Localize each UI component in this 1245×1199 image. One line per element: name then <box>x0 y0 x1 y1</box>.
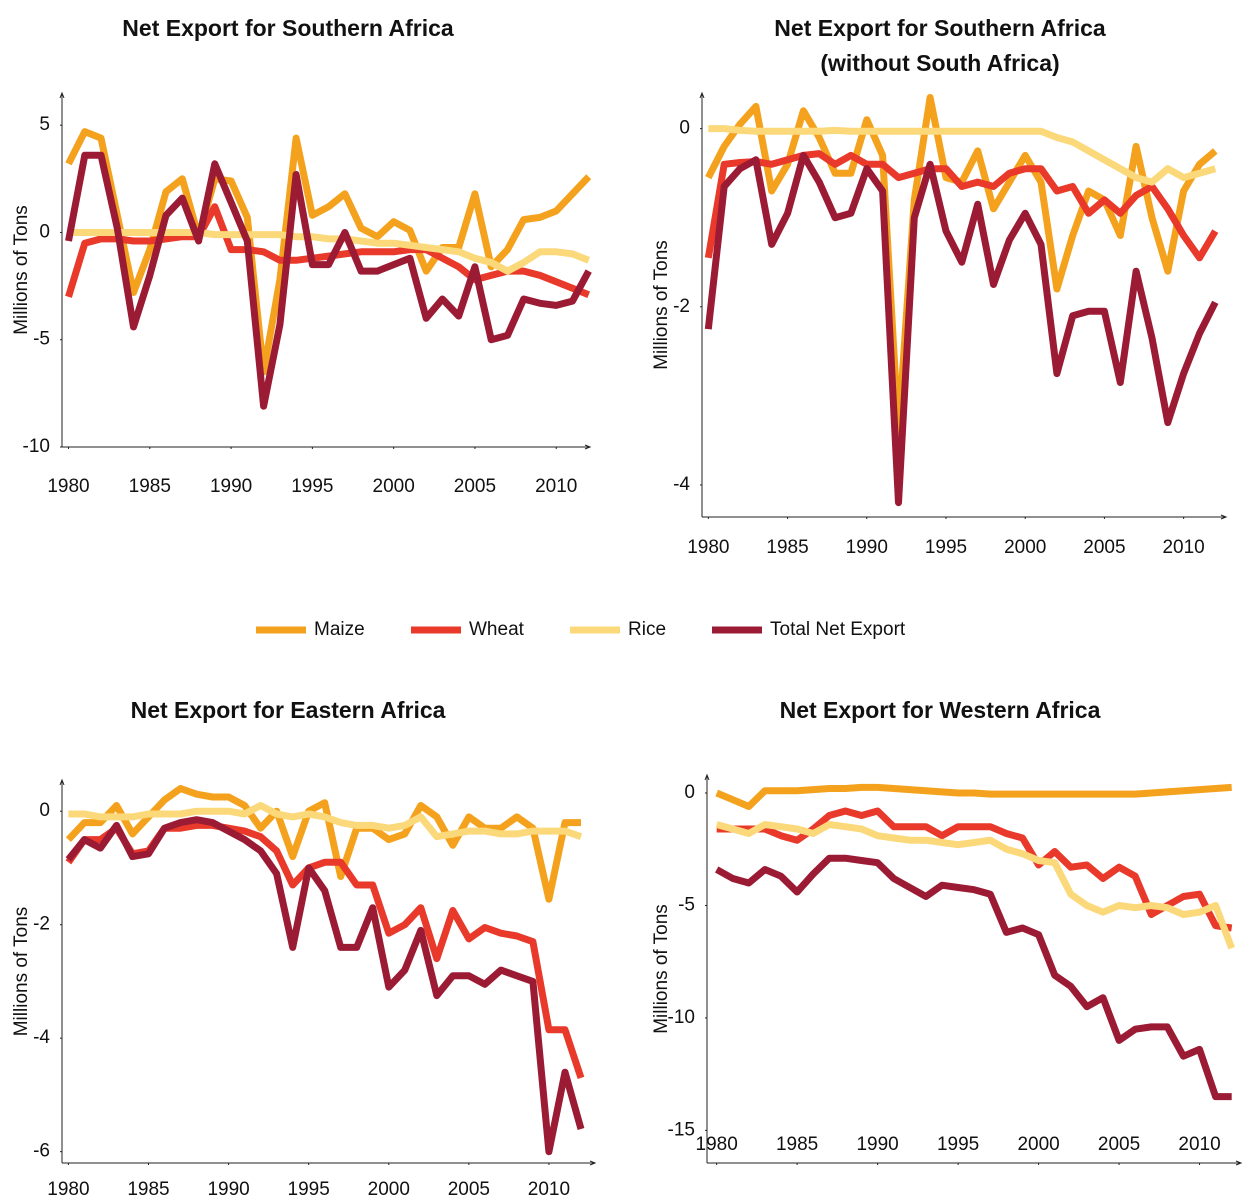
y-axis <box>704 773 710 1163</box>
x-tick-label: 1985 <box>127 1179 169 1199</box>
x-tick-label: 1995 <box>925 537 967 558</box>
y-tick-label: 0 <box>684 782 695 803</box>
y-tick-label: -15 <box>668 1119 695 1140</box>
chart-title: Net Export for Southern Africa <box>122 15 454 41</box>
x-tick-label: 1985 <box>766 537 808 558</box>
x-tick-label: 2000 <box>368 1179 410 1199</box>
y-tick-label: -5 <box>33 329 50 350</box>
x-tick-label: 2005 <box>1083 537 1125 558</box>
x-tick-label: 1980 <box>47 1179 89 1199</box>
y-tick-label: -10 <box>668 1007 695 1028</box>
y-axis-label: Millions of Tons <box>651 904 672 1034</box>
x-tick-label: 1990 <box>846 537 888 558</box>
x-tick-label: 2000 <box>1017 1134 1059 1155</box>
legend-label: Rice <box>628 619 666 640</box>
y-tick-label: -10 <box>23 436 50 457</box>
x-tick-label: 1995 <box>937 1134 979 1155</box>
x-tick-label: 2000 <box>1004 537 1046 558</box>
x-tick-label: 1995 <box>291 476 333 497</box>
y-axis-label: Millions of Tons <box>651 240 672 370</box>
x-tick-label: 2010 <box>1162 537 1204 558</box>
series-line <box>65 821 585 1080</box>
chart-title: Net Export for Eastern Africa <box>131 697 446 723</box>
y-axis-label: Millions of Tons <box>11 205 32 335</box>
series-line <box>65 203 591 298</box>
y-tick-label: 5 <box>39 114 50 135</box>
x-axis <box>62 1160 597 1166</box>
series-line <box>715 783 1232 810</box>
x-tick-label: 1980 <box>47 476 89 497</box>
y-axis-label: Millions of Tons <box>11 907 32 1037</box>
x-axis <box>62 444 592 450</box>
x-tick-label: 2005 <box>448 1179 490 1199</box>
y-tick-label: 0 <box>679 118 690 139</box>
series-line <box>68 802 583 841</box>
x-tick-label: 1990 <box>210 476 252 497</box>
x-tick-label: 1990 <box>207 1179 249 1199</box>
series-line <box>65 785 581 903</box>
x-tick-label: 2005 <box>454 476 496 497</box>
x-axis <box>707 1160 1243 1166</box>
x-tick-label: 1980 <box>687 537 729 558</box>
x-axis <box>702 514 1228 520</box>
x-tick-label: 1995 <box>288 1179 330 1199</box>
y-axis <box>59 778 65 1163</box>
y-axis <box>699 91 705 517</box>
x-tick-label: 2005 <box>1098 1134 1140 1155</box>
y-tick-label: -2 <box>673 296 690 317</box>
series-line <box>704 150 1219 262</box>
series-line <box>65 151 592 410</box>
series-line <box>704 151 1219 507</box>
y-tick-label: -4 <box>673 474 690 495</box>
y-axis <box>59 91 65 447</box>
y-tick-label: -6 <box>33 1141 50 1162</box>
series-line <box>714 854 1232 1101</box>
legend-label: Wheat <box>469 619 525 640</box>
x-tick-label: 1990 <box>856 1134 898 1155</box>
series-line <box>65 816 585 1156</box>
series-line <box>716 807 1233 932</box>
series-line <box>708 125 1217 186</box>
legend-label: Total Net Export <box>770 619 906 640</box>
series-line <box>68 229 590 275</box>
x-tick-label: 2010 <box>1178 1134 1220 1155</box>
chart-title: Net Export for Western Africa <box>780 697 1101 723</box>
y-tick-label: 0 <box>39 221 50 242</box>
y-tick-label: 0 <box>39 800 50 821</box>
series-line <box>715 821 1235 950</box>
x-tick-label: 1985 <box>776 1134 818 1155</box>
legend-label: Maize <box>314 619 365 640</box>
x-tick-label: 1980 <box>696 1134 738 1155</box>
x-tick-label: 2000 <box>373 476 415 497</box>
y-tick-label: -5 <box>678 894 695 915</box>
chart-title: (without South Africa) <box>820 50 1059 76</box>
x-tick-label: 2010 <box>535 476 577 497</box>
chart-title: Net Export for Southern Africa <box>774 15 1106 41</box>
x-tick-label: 1985 <box>129 476 171 497</box>
x-tick-label: 2010 <box>528 1179 570 1199</box>
y-tick-label: -2 <box>33 914 50 935</box>
y-tick-label: -4 <box>33 1027 50 1048</box>
